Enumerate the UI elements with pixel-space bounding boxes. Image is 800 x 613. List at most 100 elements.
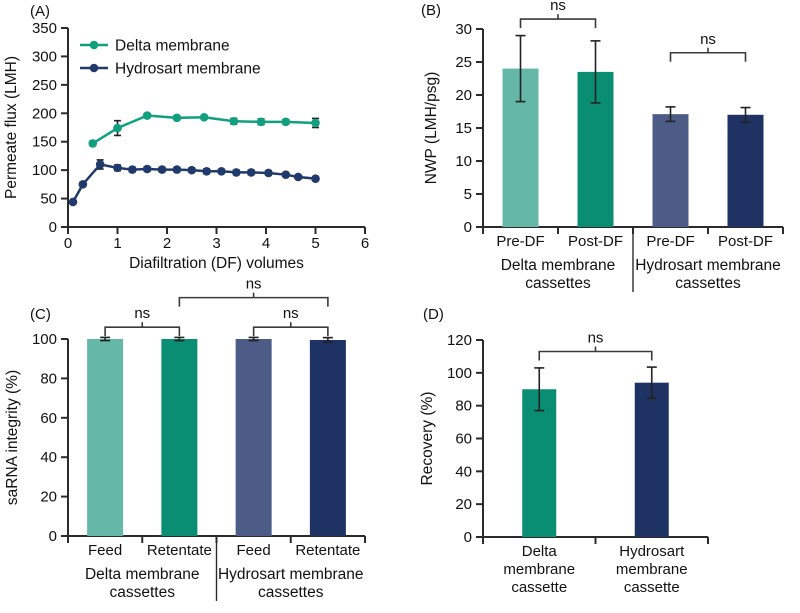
bar-feed [235,339,272,536]
y-tick-label: 150 [32,134,57,151]
data-point [232,168,241,177]
bar-post-df [727,114,764,227]
y-tick-label: 350 [32,20,57,37]
y-tick-label: 30 [455,21,472,38]
y-tick-label: 20 [455,496,472,513]
ns-label: ns [246,276,262,293]
legend-label: Delta membrane [115,38,230,55]
ns-bracket: ns [178,276,329,307]
category-label: Retentate [295,542,360,559]
y-tick-label: 0 [49,528,57,545]
y-tick-label: 0 [49,219,57,236]
legend-label: Hydrosart membrane [115,61,261,78]
data-point [172,113,182,123]
y-tick-label: 20 [40,489,57,506]
data-point [311,174,320,183]
x-axis-title: Diafiltration (DF) volumes [129,255,304,272]
y-tick-label: 15 [455,120,472,137]
y-tick-label: 100 [447,365,472,382]
bar-hydrosart [634,382,669,537]
data-point [246,168,256,177]
data-point [293,172,303,182]
data-point [229,116,239,126]
panel-b-label: (B) [421,2,441,19]
data-point [113,163,122,173]
bar-retentate [161,339,198,536]
y-tick-label: 80 [455,398,472,415]
data-point [281,117,291,127]
ns-label: ns [134,305,150,322]
y-tick-label: 40 [455,463,472,480]
ns-label: ns [700,31,716,48]
category-label: Post-DF [568,233,623,250]
y-tick-label: 300 [32,48,57,65]
data-point [157,165,167,174]
data-point [199,112,209,122]
category-label: Post-DF [718,233,773,250]
x-tick-label: 6 [361,235,369,252]
y-tick-label: 250 [32,77,57,94]
group-label: Delta membrane cassettes [85,566,200,601]
x-tick-label: 5 [311,235,319,252]
category-label: Feed [88,542,122,559]
y-tick-label: 80 [40,370,57,387]
category-label: Delta membrane cassette [503,543,575,596]
data-point [88,139,98,148]
y-axis-title: Permeate flux (LMH) [3,56,20,199]
bar-delta [522,389,557,537]
y-tick-label: 25 [455,54,472,71]
x-tick-label: 2 [163,235,171,252]
bar-feed [87,339,124,536]
x-tick-label: 4 [262,235,270,252]
data-point [264,168,273,178]
data-point [78,180,88,189]
panel-c-label: (C) [30,306,51,323]
y-tick-label: 20 [455,87,472,104]
panel-b-chart: 0 5 10 15 20 25 30 NWP (LMH/psg) Pre-DF Post-DF Pr… [423,0,784,292]
panel-c-chart: 0 20 40 60 80 100 saRNA integrity (%) Feed Reten… [4,276,366,601]
data-point [217,166,226,176]
group-label: Delta membrane cassettes [501,257,616,292]
ns-bracket: ns [519,0,597,29]
data-point [172,165,182,174]
bar-retentate [309,339,346,536]
legend: Delta membrane Hydrosart membrane [80,38,261,78]
group-label: Hydrosart membrane cassettes [218,566,364,601]
x-tick-label: 1 [113,235,121,252]
data-point [142,111,152,120]
y-tick-label: 5 [464,186,472,203]
y-tick-label: 100 [32,162,57,179]
y-tick-label: 100 [32,331,57,348]
y-tick-label: 10 [455,153,472,170]
x-tick-label: 3 [212,235,220,252]
category-label: Pre-DF [496,233,544,250]
bar-pre-df [652,114,689,227]
x-tick-label: 0 [64,235,72,252]
ns-label: ns [588,329,604,346]
data-point [281,170,291,179]
y-axis-title: NWP (LMH/psg) [423,72,440,185]
y-tick-label: 50 [40,191,57,208]
panel-a-chart: 0 50 100 150 200 250 300 350 0 1 2 3 4 5 6 Diafiltratio… [3,20,369,272]
ns-bracket: ns [669,31,747,62]
y-tick-label: 200 [32,105,57,122]
ns-bracket: ns [104,305,181,337]
y-axis-title: Recovery (%) [419,392,436,486]
category-label: Feed [237,542,271,559]
data-point [113,123,122,133]
y-tick-label: 40 [40,449,57,466]
ns-label: ns [550,0,566,14]
y-axis-title: saRNA integrity (%) [4,370,21,505]
y-tick-label: 60 [455,431,472,448]
legend-marker [89,40,99,50]
data-point [202,166,211,176]
panel-a-label: (A) [30,3,50,20]
ns-bracket: ns [252,305,329,337]
data-point [95,160,105,169]
legend-marker [89,63,99,73]
panel-d-label: (D) [423,306,444,323]
category-label: Pre-DF [646,233,694,250]
ns-bracket: ns [538,329,653,361]
